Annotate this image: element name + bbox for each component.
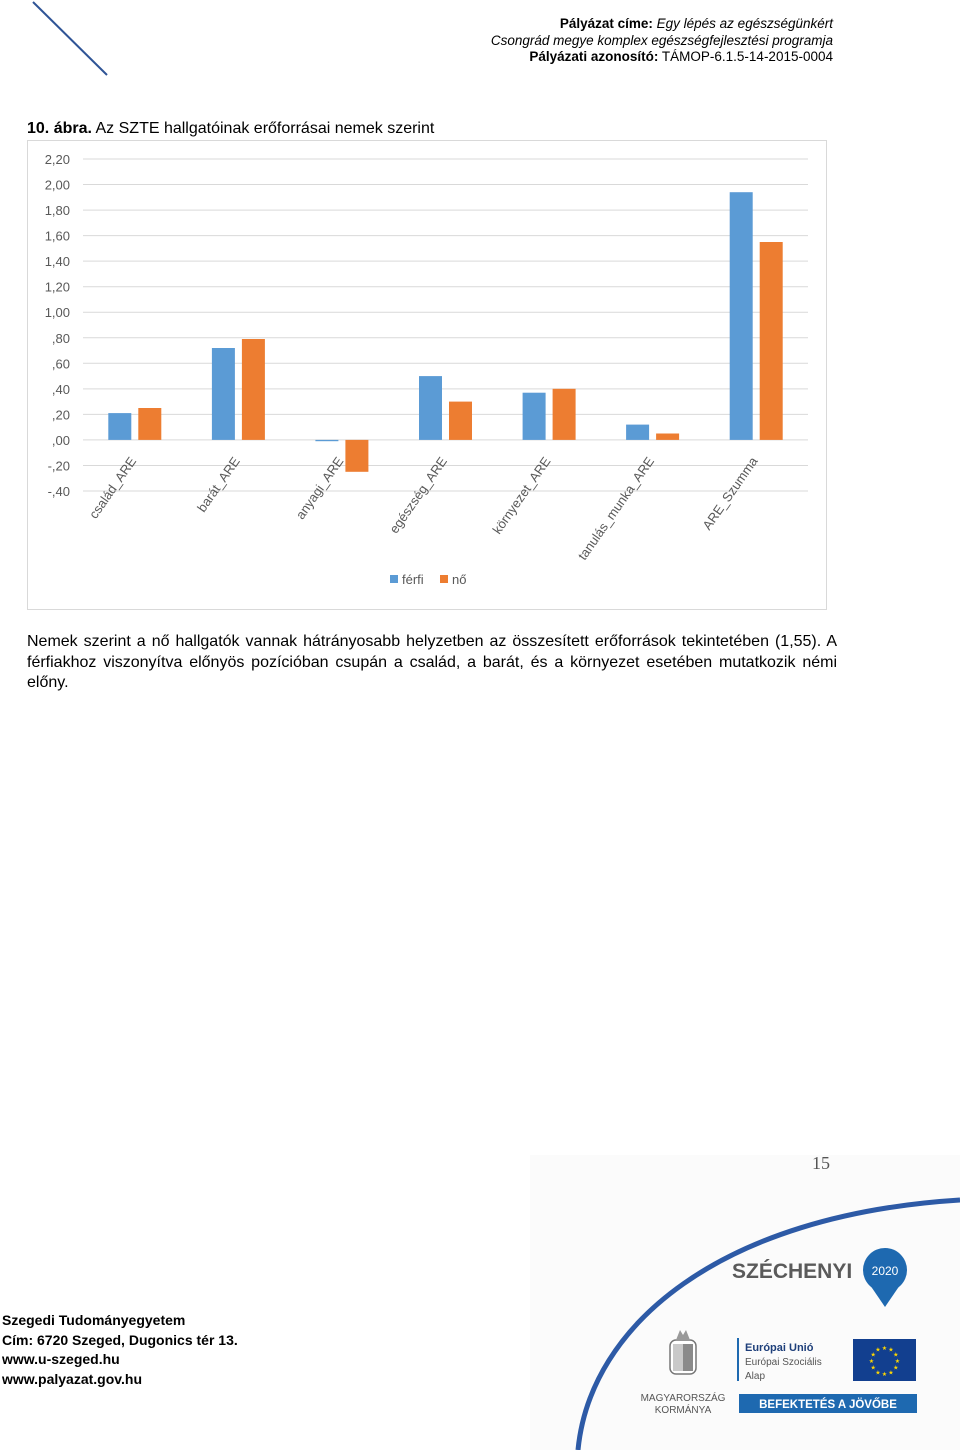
- bar-ferfi: [729, 192, 753, 440]
- eu-banner: [739, 1394, 917, 1413]
- header-program: Csongrád megye komplex egészségfejleszté…: [491, 33, 833, 50]
- bar-ferfi: [315, 439, 339, 442]
- body-paragraph: Nemek szerint a nő hallgatók vannak hátr…: [27, 633, 837, 691]
- x-category-label: család_ARE: [86, 454, 140, 521]
- szechenyi-logo-year: 2020: [872, 1264, 899, 1278]
- footer-decoration: SZÉCHENYI 2020 MAGYARORSZÁG KORMÁNYA Eur…: [530, 1155, 960, 1450]
- y-tick-label: 1,20: [45, 280, 70, 295]
- eu-flag-stars: ★★★★★★★★★ ★ ★★: [869, 1345, 900, 1378]
- header-id-value: TÁMOP-6.1.5-14-2015-0004: [661, 49, 833, 64]
- legend-swatch-ferfi: [390, 575, 398, 583]
- footer-info: Szegedi Tudományegyetem Cím: 6720 Szeged…: [2, 1311, 238, 1389]
- bar-no: [345, 439, 369, 472]
- eu-star: ★: [871, 1365, 876, 1372]
- bar-no: [759, 242, 783, 440]
- x-category-label: környezet_ARE: [489, 454, 553, 537]
- bar-ferfi: [626, 424, 650, 440]
- corner-decoration: [32, 1, 108, 76]
- header-title-label: Pályázat címe:: [559, 16, 653, 31]
- bar-no: [449, 401, 472, 440]
- legend-label-no: nő: [452, 572, 466, 587]
- footer-shade: [530, 1155, 960, 1450]
- eu-star: ★: [893, 1365, 898, 1372]
- szechenyi-logo-pin-tip: [870, 1285, 900, 1307]
- footer-web-link-2[interactable]: www.palyazat.gov.hu: [2, 1370, 143, 1387]
- x-category-label: barát_ARE: [194, 454, 243, 515]
- eu-star: ★: [875, 1347, 880, 1354]
- header-title-line: Pályázat címe: Egy lépés az egészségünké…: [491, 16, 833, 33]
- bar-no: [241, 339, 265, 440]
- bar-no: [656, 433, 680, 440]
- eu-flag-icon: [853, 1339, 916, 1381]
- bar-ferfi: [211, 348, 235, 440]
- footer-institution: Szegedi Tudományegyetem: [2, 1312, 186, 1328]
- y-tick-label: ,60: [52, 356, 70, 371]
- gov-logo-line1: MAGYARORSZÁG: [641, 1391, 726, 1404]
- legend-swatch-no: [440, 575, 448, 583]
- eu-star: ★: [888, 1347, 893, 1354]
- y-tick-label: -,40: [48, 484, 70, 499]
- header-program-text: Csongrád megye komplex egészségfejleszté…: [490, 32, 833, 48]
- bar-ferfi: [419, 376, 442, 440]
- szechenyi-logo-text: SZÉCHENYI: [732, 1260, 852, 1283]
- figure-label: 10. ábra.: [27, 120, 92, 137]
- eu-logo-line1: Európai Unió: [745, 1342, 814, 1354]
- x-category-label: anyagi_ARE: [293, 454, 347, 522]
- y-tick-label: ,80: [52, 331, 70, 346]
- szechenyi-logo-pin: [863, 1248, 907, 1292]
- hungary-crest-icon: [669, 1330, 697, 1375]
- header-id-line: Pályázati azonosító: TÁMOP-6.1.5-14-2015…: [491, 49, 833, 66]
- eu-star: ★: [882, 1371, 887, 1378]
- y-tick-label: ,00: [52, 433, 70, 448]
- page-number: 15: [812, 1153, 830, 1173]
- chart-frame: 2,20 2,00 1,80 1,60 1,40 1,20 1,00 ,80 ,60 ,40 ,20…: [27, 140, 827, 610]
- y-tick-label: 1,80: [45, 203, 70, 218]
- footer-web-link-1[interactable]: www.u-szeged.hu: [2, 1351, 120, 1367]
- x-category-label: tanulás_munka_ARE: [575, 454, 658, 563]
- eu-star: ★: [888, 1369, 893, 1376]
- y-tick-label: 1,40: [45, 254, 70, 269]
- bar-ferfi: [522, 392, 546, 440]
- eu-logo-line2: Európai Szociális: [745, 1357, 822, 1368]
- eu-star: ★: [895, 1358, 900, 1365]
- bar-chart: 2,20 2,00 1,80 1,60 1,40 1,20 1,00 ,80 ,60 ,40 ,20…: [45, 152, 808, 587]
- legend-label-ferfi: férfi: [402, 572, 424, 587]
- eu-star: ★: [893, 1352, 898, 1359]
- eu-logo-line3: Alap: [745, 1371, 765, 1382]
- x-category-label: egészség_ARE: [386, 454, 450, 536]
- y-tick-label: 1,60: [45, 229, 70, 244]
- eu-star: ★: [871, 1352, 876, 1359]
- eu-banner-text: BEFEKTETÉS A JÖVŐBE: [759, 1398, 897, 1411]
- y-tick-label: ,40: [52, 382, 70, 397]
- y-tick-label: 1,00: [45, 305, 70, 320]
- footer-address: Cím: 6720 Szeged, Dugonics tér 13.: [2, 1331, 238, 1348]
- eu-star: ★: [875, 1369, 880, 1376]
- y-tick-label: 2,20: [45, 152, 70, 167]
- eu-star: ★: [869, 1358, 874, 1365]
- y-tick-label: ,20: [52, 407, 70, 422]
- bar-ferfi: [108, 413, 132, 440]
- bar-no: [552, 388, 576, 440]
- page-header: Pályázat címe: Egy lépés az egészségünké…: [491, 16, 833, 66]
- figure-title: Az SZTE hallgatóinak erőforrásai nemek s…: [95, 120, 435, 137]
- figure-caption: 10. ábra. Az SZTE hallgatóinak erőforrás…: [27, 120, 434, 138]
- footer-swoosh: [575, 1197, 960, 1450]
- y-tick-label: -,20: [48, 458, 70, 473]
- header-id-label: Pályázati azonosító:: [529, 49, 659, 64]
- eu-star: ★: [882, 1345, 887, 1352]
- header-title-value: Egy lépés az egészségünkért: [656, 16, 833, 31]
- y-tick-label: 2,00: [45, 178, 70, 193]
- bar-no: [138, 408, 162, 440]
- gov-logo-line2: KORMÁNYA: [655, 1403, 712, 1416]
